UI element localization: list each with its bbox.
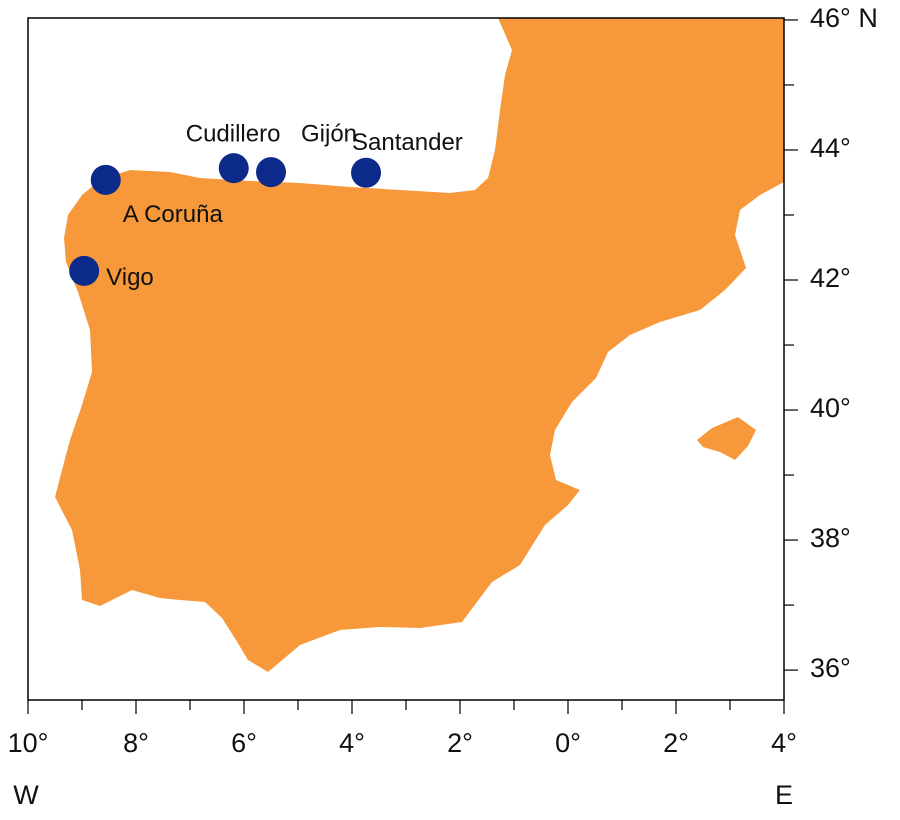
x-tick-label: 2° [663, 728, 689, 758]
y-tick-label: 36° [810, 653, 851, 683]
site-label: Cudillero [186, 121, 281, 148]
land [55, 18, 784, 672]
site-label: Gijón [301, 120, 357, 147]
site-label: Santander [352, 129, 463, 156]
x-tick-label: 6° [231, 728, 257, 758]
site-marker [218, 153, 249, 184]
site-marker [256, 157, 286, 188]
site-marker [351, 157, 382, 188]
y-tick-label: 40° [810, 393, 851, 423]
hemisphere-label: W [13, 780, 39, 810]
site-label: A Coruña [123, 201, 224, 228]
x-tick-label: 0° [555, 728, 581, 758]
site-label: Vigo [106, 264, 154, 291]
x-tick-label: 10° [8, 728, 49, 758]
x-tick-label: 8° [123, 728, 149, 758]
y-tick-label: 38° [810, 523, 851, 553]
y-tick-label: 42° [810, 263, 851, 293]
iberia-france-land [55, 18, 784, 672]
hemisphere-label: E [775, 780, 793, 810]
x-tick-label: 4° [771, 728, 797, 758]
y-tick-label: 46° N [810, 3, 878, 33]
y-tick-label: 44° [810, 133, 851, 163]
mallorca [697, 417, 756, 460]
site-marker [69, 255, 100, 286]
x-tick-label: 2° [447, 728, 473, 758]
x-tick-label: 4° [339, 728, 365, 758]
site-marker [90, 164, 121, 195]
